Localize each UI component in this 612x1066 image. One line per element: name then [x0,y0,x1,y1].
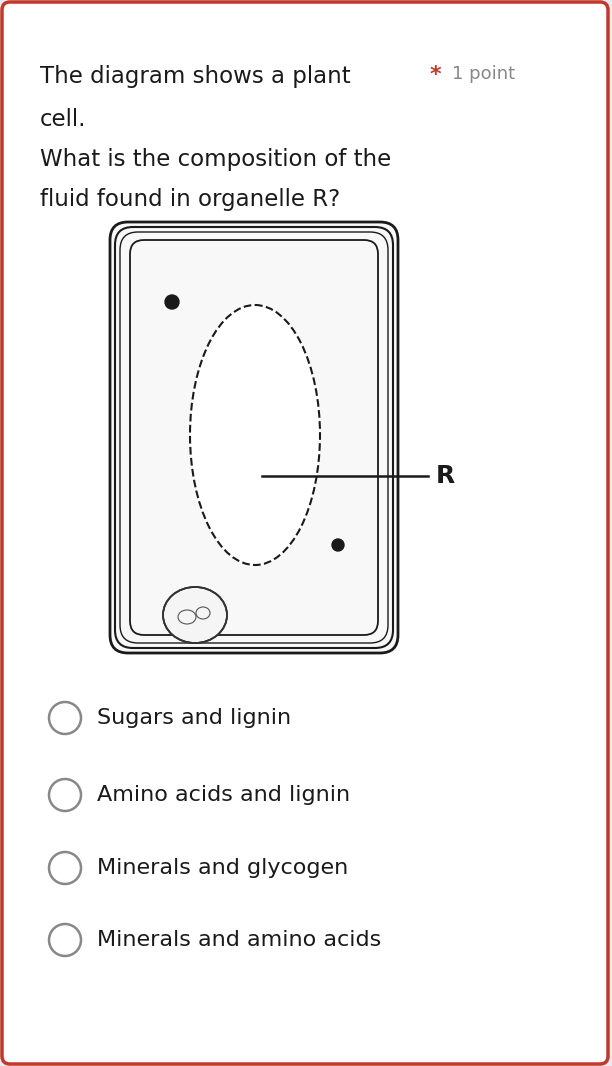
Text: Amino acids and lignin: Amino acids and lignin [97,785,350,805]
Text: 1 point: 1 point [452,65,515,83]
Circle shape [165,295,179,309]
Text: Minerals and amino acids: Minerals and amino acids [97,930,381,950]
Text: Minerals and glycogen: Minerals and glycogen [97,858,348,878]
Text: The diagram shows a plant: The diagram shows a plant [40,65,351,88]
Circle shape [49,702,81,734]
Circle shape [49,924,81,956]
Text: fluid found in organelle R?: fluid found in organelle R? [40,188,340,211]
Text: *: * [430,65,442,85]
Ellipse shape [190,305,320,565]
Ellipse shape [163,587,227,643]
Circle shape [49,779,81,811]
Text: R: R [436,464,455,488]
Text: Sugars and lignin: Sugars and lignin [97,708,291,728]
Text: What is the composition of the: What is the composition of the [40,148,391,171]
Text: cell.: cell. [40,108,86,131]
FancyBboxPatch shape [110,222,398,653]
Circle shape [332,539,344,551]
Circle shape [49,852,81,884]
